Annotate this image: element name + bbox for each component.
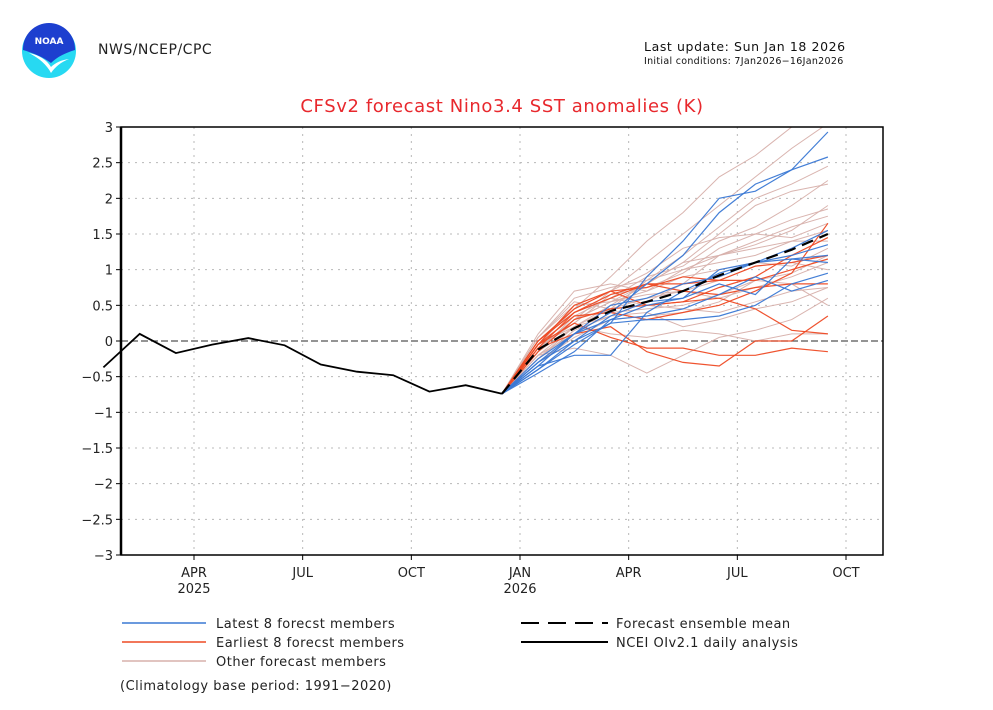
y-tick-label: 2 xyxy=(105,192,113,207)
ensemble-mean-line xyxy=(501,232,829,395)
earliest-member-line xyxy=(501,258,829,395)
y-tick-label: −3 xyxy=(94,549,113,564)
x-tick-year-label: 2025 xyxy=(177,582,210,597)
y-tick-label: 2.5 xyxy=(92,157,113,172)
legend-label-earliest: Earliest 8 forecst members xyxy=(216,636,405,651)
y-tick-label: −1 xyxy=(94,406,113,421)
other-member-line xyxy=(501,183,828,395)
legend-label-other: Other forecast members xyxy=(216,655,386,670)
latest-member-line xyxy=(501,276,829,395)
x-tick-label: OCT xyxy=(832,566,859,581)
y-tick-label: −1.5 xyxy=(81,442,113,457)
y-axis: 3 2.5 2 1.5 1 0.5 0 −0.5 −1 −1.5 −2 −2.5 −3 xyxy=(81,121,121,564)
y-tick-label: 1 xyxy=(105,264,113,279)
latest-member-line xyxy=(501,156,829,395)
noaa-logo-icon: NOAA xyxy=(22,23,76,78)
earliest-member-line xyxy=(501,315,829,395)
latest-member-line xyxy=(501,258,828,395)
latest-member-line xyxy=(501,131,829,395)
y-tick-label: 0 xyxy=(105,335,113,350)
y-tick-label: 1.5 xyxy=(92,228,113,243)
x-tick-label: APR xyxy=(181,566,207,581)
legend: Latest 8 forecst members Earliest 8 forec… xyxy=(120,617,798,694)
last-update: Last update: Sun Jan 18 2026 xyxy=(644,39,846,54)
earliest-member-line xyxy=(501,237,829,395)
y-tick-label: −0.5 xyxy=(81,371,113,386)
observed-analysis xyxy=(102,332,503,395)
x-tick-label: JAN xyxy=(508,566,531,581)
y-tick-label: 3 xyxy=(105,121,113,136)
y-tick-label: −2 xyxy=(94,478,113,493)
other-member-line xyxy=(501,229,829,395)
legend-label-mean: Forecast ensemble mean xyxy=(616,617,791,632)
earliest-member-line xyxy=(501,222,829,395)
org-label: NWS/NCEP/CPC xyxy=(98,42,213,58)
latest-member-line xyxy=(501,244,829,395)
x-tick-label: APR xyxy=(616,566,642,581)
y-tick-label: 0.5 xyxy=(92,299,113,314)
chart-title: CFSv2 forecast Nino3.4 SST anomalies (K) xyxy=(300,96,703,117)
climatology-note: (Climatology base period: 1991−2020) xyxy=(120,679,392,694)
x-tick-label: JUL xyxy=(726,566,748,581)
noaa-logo: NOAA xyxy=(21,23,77,79)
y-tick-label: −2.5 xyxy=(81,513,113,528)
ensemble-mean xyxy=(501,232,829,395)
x-tick-label: JUL xyxy=(291,566,313,581)
earliest-member-line xyxy=(501,322,828,395)
initial-conditions: Initial conditions: 7Jan2026−16Jan2026 xyxy=(644,56,844,67)
x-tick-label: OCT xyxy=(398,566,425,581)
svg-text:NOAA: NOAA xyxy=(35,37,64,47)
x-tick-year-label: 2026 xyxy=(503,582,536,597)
legend-label-latest: Latest 8 forecst members xyxy=(216,617,395,632)
legend-label-observed: NCEI OIv2.1 daily analysis xyxy=(616,636,798,651)
latest-member-line xyxy=(501,272,829,395)
latest-member-line xyxy=(501,254,828,395)
earliest-members xyxy=(501,222,829,395)
observed-line xyxy=(102,332,503,395)
